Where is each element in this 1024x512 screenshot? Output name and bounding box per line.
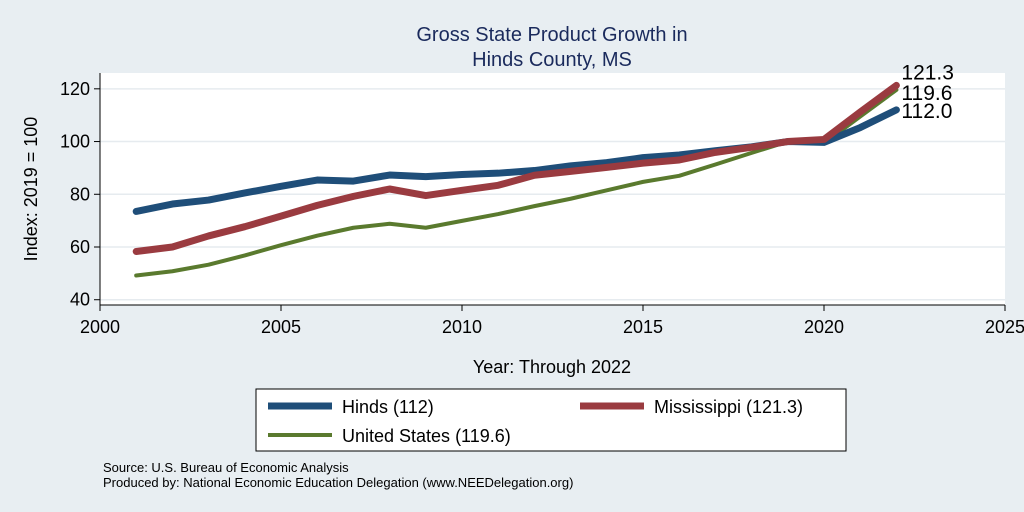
- y-tick-label: 120: [60, 79, 90, 99]
- chart-title-line-1: Gross State Product Growth in: [416, 24, 687, 46]
- end-label-mississippi: 121.3: [901, 61, 954, 84]
- x-tick-label: 2020: [804, 317, 844, 337]
- legend: Hinds (112) Mississippi (121.3) United S…: [255, 388, 847, 452]
- x-tick-label: 2015: [623, 317, 663, 337]
- legend-box: [255, 388, 847, 452]
- x-axis-label: Year: Through 2022: [473, 357, 631, 377]
- legend-label-united-states: United States (119.6): [342, 426, 511, 446]
- series-group: [132, 81, 900, 278]
- end-label-united-states: 119.6: [901, 82, 952, 105]
- end-label-hinds: 112.0: [901, 100, 952, 123]
- y-tick-label: 100: [60, 132, 90, 152]
- x-tick-label: 2010: [442, 317, 482, 337]
- chart-title-line-2: Hinds County, MS: [472, 49, 632, 71]
- legend-label-mississippi: Mississippi (121.3): [654, 397, 803, 417]
- axes: 40 60 80 100 120 2000 2005 2010 2015 2020 2025: [60, 73, 1024, 337]
- x-tick-label: 2000: [80, 317, 120, 337]
- y-tick-label: 40: [70, 290, 90, 310]
- series-line-mississippi: [132, 81, 900, 255]
- y-tick-label: 60: [70, 237, 90, 257]
- produced-by-note: Produced by: National Economic Education…: [103, 475, 573, 490]
- y-tick-label: 80: [70, 184, 90, 204]
- x-tick-label: 2005: [261, 317, 301, 337]
- x-tick-label: 2025: [985, 317, 1024, 337]
- y-axis-label: Index: 2019 = 100: [21, 117, 41, 262]
- source-note: Source: U.S. Bureau of Economic Analysis: [103, 460, 349, 475]
- legend-label-hinds: Hinds (112): [342, 397, 434, 417]
